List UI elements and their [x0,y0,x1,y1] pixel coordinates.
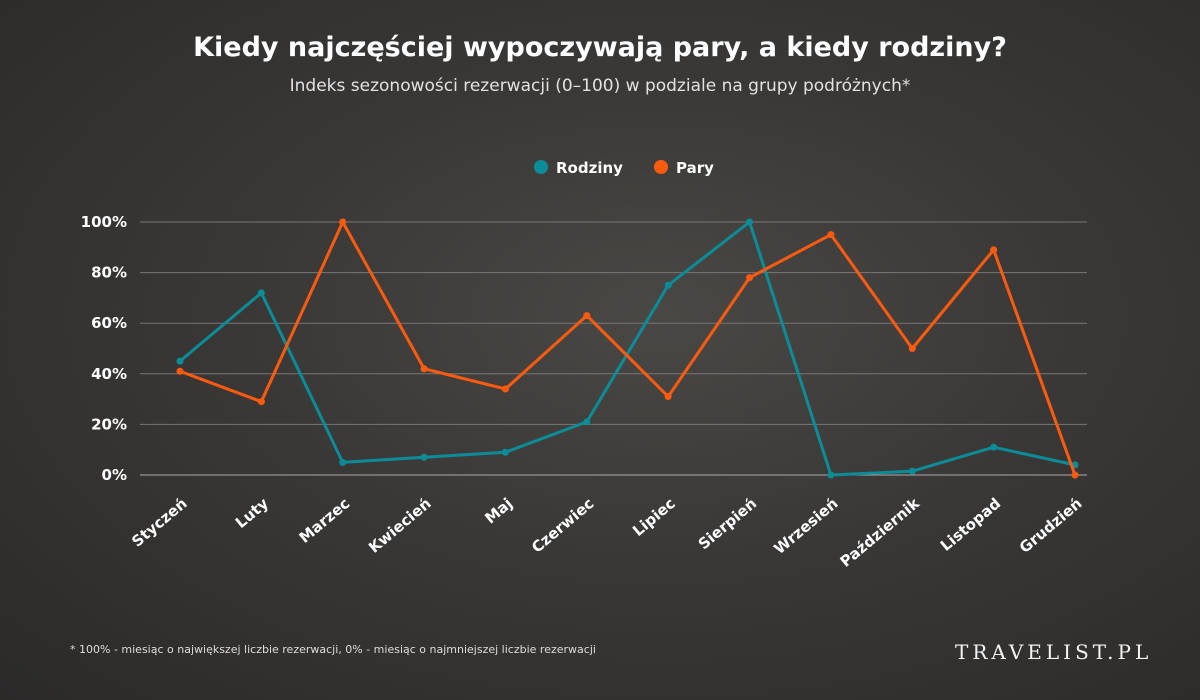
data-point [583,312,591,320]
x-tick-label: Kwiecień [365,494,435,556]
data-point [664,281,672,289]
series-line-pary [179,220,1077,476]
data-point [827,231,835,239]
data-point [501,385,509,393]
x-tick-label: Listopad [937,494,1004,555]
legend-marker [654,160,668,174]
series-line-rodziny [179,220,1076,477]
x-tick-label: Marzec [296,494,354,547]
data-point [257,398,265,406]
data-point [176,367,184,375]
y-tick-label: 20% [91,415,127,433]
y-tick-label: 80% [91,264,127,282]
data-point [420,453,428,461]
travelist-logo: TRAVELIST.PL [955,640,1153,664]
data-point [990,246,998,254]
x-tick-label: Luty [232,494,272,532]
y-tick-label: 0% [102,466,127,484]
x-tick-label: Wrzesień [771,494,842,558]
y-tick-label: 60% [91,314,127,332]
data-point [420,365,428,373]
data-point [257,289,265,297]
data-point [339,218,347,226]
data-point [339,458,347,466]
data-point [501,448,509,456]
data-point [908,467,916,475]
legend-label: Rodziny [556,159,623,177]
legend-label: Pary [676,159,714,177]
data-point [746,218,754,226]
x-tick-label: Październik [837,494,924,571]
data-point [746,274,754,282]
data-point [664,393,672,401]
data-point [908,345,916,352]
legend-marker [534,160,548,174]
data-point [827,471,835,479]
y-tick-label: 100% [81,213,127,231]
x-tick-label: Lipiec [629,494,679,540]
x-tick-label: Czerwiec [528,494,597,556]
y-tick-label: 40% [91,365,127,383]
footnote: * 100% - miesiąc o największej liczbie r… [70,643,596,656]
chart-title: Kiedy najczęściej wypoczywają pary, a ki… [193,32,1007,63]
chart-subtitle: Indeks sezonowości rezerwacji (0–100) w … [289,76,911,96]
x-tick-label: Sierpień [695,494,760,553]
data-point [990,443,998,451]
x-tick-label: Maj [481,494,516,527]
x-tick-label: Grudzień [1016,494,1086,557]
data-point [176,357,184,365]
data-point [1071,471,1079,479]
data-point [583,418,591,426]
x-tick-label: Styczeń [128,494,190,550]
